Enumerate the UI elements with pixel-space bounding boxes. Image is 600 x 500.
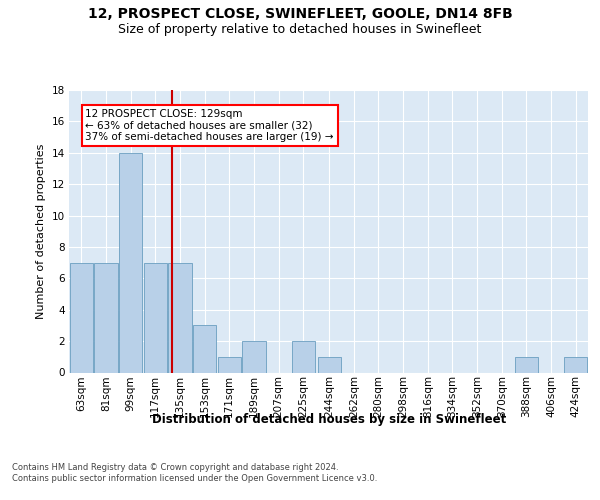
Bar	[242, 341, 266, 372]
Text: Size of property relative to detached houses in Swinefleet: Size of property relative to detached ho…	[118, 22, 482, 36]
Bar	[292, 341, 315, 372]
Y-axis label: Number of detached properties: Number of detached properties	[36, 144, 46, 319]
Bar	[70, 262, 93, 372]
Text: 12, PROSPECT CLOSE, SWINEFLEET, GOOLE, DN14 8FB: 12, PROSPECT CLOSE, SWINEFLEET, GOOLE, D…	[88, 8, 512, 22]
Bar	[119, 153, 142, 372]
Text: Distribution of detached houses by size in Swinefleet: Distribution of detached houses by size …	[152, 412, 506, 426]
Bar	[193, 326, 216, 372]
Text: Contains HM Land Registry data © Crown copyright and database right 2024.: Contains HM Land Registry data © Crown c…	[12, 462, 338, 471]
Bar	[168, 262, 191, 372]
Bar	[218, 357, 241, 372]
Bar	[564, 357, 587, 372]
Text: Contains public sector information licensed under the Open Government Licence v3: Contains public sector information licen…	[12, 474, 377, 483]
Bar	[94, 262, 118, 372]
Bar	[143, 262, 167, 372]
Bar	[515, 357, 538, 372]
Bar	[317, 357, 341, 372]
Text: 12 PROSPECT CLOSE: 129sqm
← 63% of detached houses are smaller (32)
37% of semi-: 12 PROSPECT CLOSE: 129sqm ← 63% of detac…	[85, 109, 334, 142]
